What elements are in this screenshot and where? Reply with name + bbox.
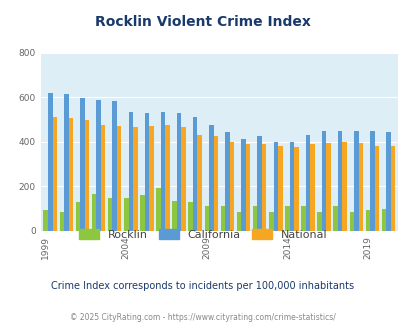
Bar [269,212,273,231]
Bar [92,194,96,231]
Bar [80,98,85,231]
Bar [209,125,213,231]
Bar [52,117,57,231]
Bar [293,148,298,231]
Bar [305,135,309,231]
Bar [172,201,177,231]
Bar [245,144,250,231]
Bar [225,132,229,231]
Bar [236,212,241,231]
Bar [192,117,197,231]
Bar [204,207,209,231]
Bar [273,142,277,231]
Bar [133,127,137,231]
Bar [108,198,112,231]
Bar [181,127,185,231]
Bar [257,136,261,231]
Bar [374,146,378,231]
Bar [241,139,245,231]
Bar [365,210,369,231]
Bar [188,202,192,231]
Bar [117,126,121,231]
Bar [128,112,133,231]
Bar [390,146,394,231]
Bar [60,212,64,231]
Bar [342,142,346,231]
Text: © 2025 CityRating.com - https://www.cityrating.com/crime-statistics/: © 2025 CityRating.com - https://www.city… [70,313,335,322]
Bar [124,198,128,231]
Bar [358,143,362,231]
Bar [381,209,385,231]
Bar [337,131,342,231]
Bar [112,101,117,231]
Bar [144,113,149,231]
Bar [321,131,326,231]
Bar [96,100,100,231]
Bar [75,202,80,231]
Bar [64,94,68,231]
Text: Crime Index corresponds to incidents per 100,000 inhabitants: Crime Index corresponds to incidents per… [51,281,354,291]
Text: Rocklin Violent Crime Index: Rocklin Violent Crime Index [95,15,310,29]
Bar [140,195,144,231]
Bar [353,131,358,231]
Bar [160,112,165,231]
Bar [252,207,257,231]
Bar [277,146,282,231]
Bar [85,119,89,231]
Bar [284,207,289,231]
Bar [385,132,390,231]
Bar [369,131,374,231]
Bar [48,93,52,231]
Bar [289,142,293,231]
Bar [68,118,73,231]
Bar [326,143,330,231]
Legend: Rocklin, California, National: Rocklin, California, National [75,226,330,244]
Bar [177,113,181,231]
Bar [229,142,234,231]
Bar [309,144,314,231]
Bar [317,212,321,231]
Bar [165,125,169,231]
Bar [301,207,305,231]
Bar [333,207,337,231]
Bar [197,135,202,231]
Bar [149,126,153,231]
Bar [100,125,105,231]
Bar [43,210,48,231]
Bar [261,144,266,231]
Bar [156,187,160,231]
Bar [220,207,225,231]
Bar [349,212,353,231]
Bar [213,136,217,231]
